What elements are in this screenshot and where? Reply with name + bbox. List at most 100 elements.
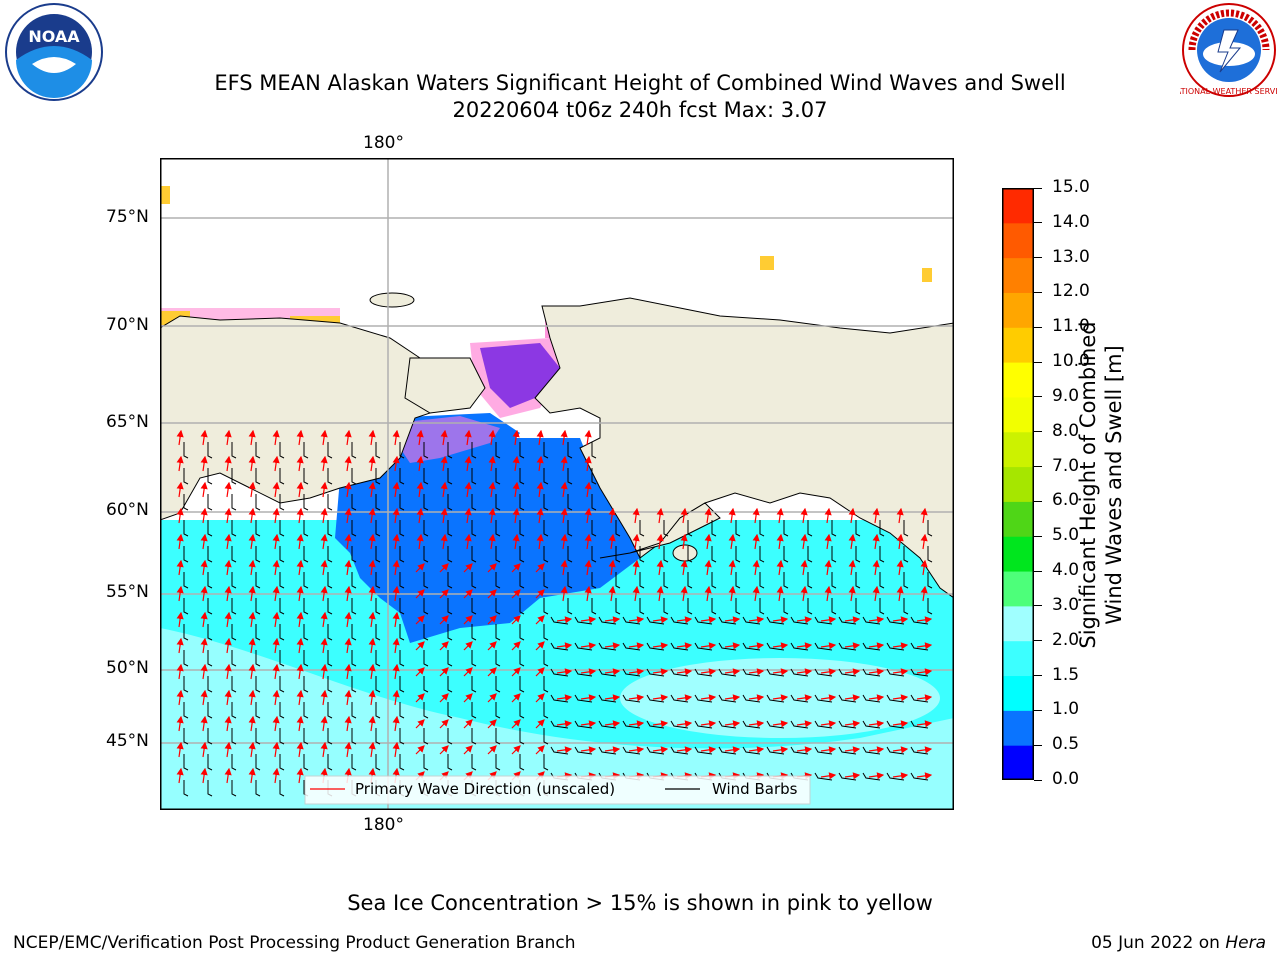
wave-direction-arrow (800, 559, 808, 576)
wind-barb (910, 668, 929, 677)
wind-barb (183, 572, 189, 589)
wave-direction-arrow (224, 429, 232, 446)
wind-barb (831, 546, 837, 563)
wave-direction-arrow (511, 589, 521, 599)
wave-direction-arrow (176, 663, 184, 680)
wind-barb (783, 546, 789, 563)
wind-barb (495, 598, 501, 615)
wave-direction-arrow (724, 616, 741, 624)
wind-barb (207, 598, 213, 615)
wave-direction-arrow (296, 455, 304, 472)
wave-direction-arrow (511, 693, 521, 703)
wave-direction-arrow (368, 715, 376, 732)
colorbar-tick-mark (1034, 396, 1042, 398)
wind-barb (519, 520, 525, 537)
wind-barb (423, 754, 429, 771)
wind-barb (550, 668, 569, 677)
lat-label-65: 65°N (106, 412, 149, 432)
sea-ice-note: Sea Ice Concentration > 15% is shown in … (347, 891, 933, 915)
wind-barb (255, 442, 261, 459)
wind-barb (375, 494, 381, 511)
wave-direction-arrow (200, 715, 208, 732)
wave-direction-arrow (916, 668, 933, 676)
wave-direction-arrow (656, 507, 664, 524)
wind-barb (495, 442, 501, 459)
wave-direction-arrow (224, 533, 232, 550)
wind-barb (303, 468, 309, 485)
wave-direction-arrow (487, 641, 497, 651)
wind-barb (615, 546, 621, 563)
wave-direction-arrow (272, 637, 280, 654)
wave-direction-arrow (632, 559, 640, 576)
wave-direction-arrow (676, 746, 693, 754)
wave-direction-arrow (320, 559, 328, 576)
colorbar-tick-mark (1034, 466, 1042, 468)
wind-barb (670, 746, 689, 755)
wave-direction-arrow (556, 616, 573, 624)
wind-barb (495, 676, 501, 693)
wave-direction-arrow (820, 720, 837, 728)
wind-barb (303, 728, 309, 745)
wind-barb (183, 728, 189, 745)
wind-barb (327, 494, 333, 511)
wave-direction-arrow (392, 455, 400, 472)
wave-direction-arrow (248, 689, 256, 706)
wind-barb (327, 728, 333, 745)
wind-barb (471, 754, 477, 771)
wave-direction-arrow (920, 559, 928, 576)
wave-direction-arrow (200, 559, 208, 576)
wind-barb (567, 572, 573, 589)
wave-direction-arrow (512, 429, 520, 446)
wind-barb (838, 720, 857, 729)
wind-barb (303, 702, 309, 719)
wind-barb (495, 650, 501, 667)
wave-direction-arrow (511, 615, 521, 625)
wind-barb (886, 616, 905, 625)
wind-barb (471, 546, 477, 563)
wind-barb (735, 520, 741, 537)
wave-direction-arrow (628, 668, 645, 676)
lat-label-50: 50°N (106, 658, 149, 678)
wave-direction-arrow (916, 616, 933, 624)
wave-direction-arrow (868, 616, 885, 624)
wind-barb (543, 520, 549, 537)
wind-barb (790, 668, 809, 677)
wave-direction-arrow (176, 455, 184, 472)
wind-barb (879, 572, 885, 589)
wind-barb (790, 746, 809, 755)
wind-barb (495, 546, 501, 563)
wave-direction-arrow (704, 585, 712, 602)
wind-barb (183, 624, 189, 641)
wind-barb (862, 746, 881, 755)
wave-direction-arrow (556, 720, 573, 728)
wave-direction-arrow (296, 689, 304, 706)
wind-barb (862, 616, 881, 625)
wave-direction-arrow (248, 715, 256, 732)
wave-direction-arrow (560, 533, 568, 550)
wave-direction-arrow (916, 642, 933, 650)
wind-barb (447, 598, 453, 615)
wave-direction-arrow (224, 507, 232, 524)
wind-barb (303, 546, 309, 563)
wind-barb (351, 546, 357, 563)
wind-barb (543, 702, 549, 719)
wave-direction-arrow (296, 767, 304, 784)
colorbar-tick-mark (1034, 535, 1042, 537)
wind-barb (375, 572, 381, 589)
wind-barb (735, 546, 741, 563)
wind-barb (622, 694, 641, 703)
wind-barb (742, 694, 761, 703)
wind-barb (351, 728, 357, 745)
wave-direction-arrow (439, 641, 449, 651)
wind-barb (375, 598, 381, 615)
wind-barb (471, 728, 477, 745)
wave-direction-arrow (224, 689, 232, 706)
wave-direction-arrow (440, 481, 448, 498)
wave-direction-arrow (580, 720, 597, 728)
title-line-2: 20220604 t06z 240h fcst Max: 3.07 (452, 98, 828, 122)
wind-barb (646, 694, 665, 703)
wind-barb (447, 754, 453, 771)
wave-direction-arrow (392, 689, 400, 706)
wave-direction-arrow (512, 481, 520, 498)
ocean-swell-band (160, 628, 954, 810)
